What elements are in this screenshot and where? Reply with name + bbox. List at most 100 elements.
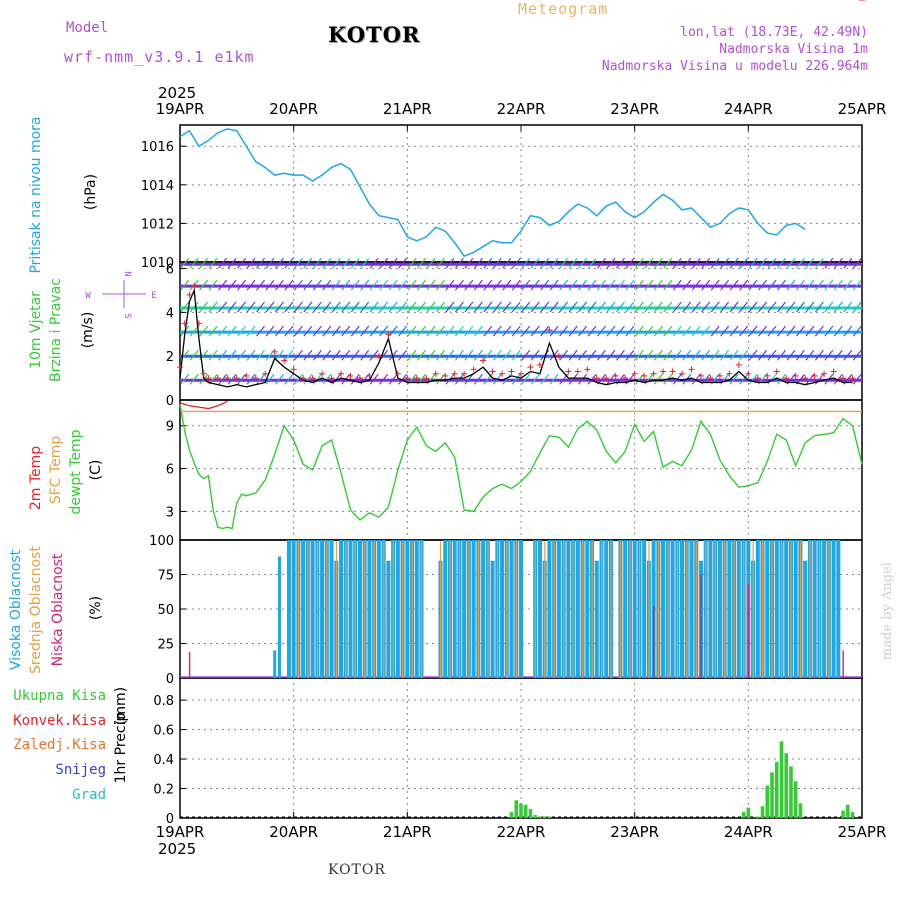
wind-barb	[615, 301, 625, 313]
wind-barb	[530, 257, 540, 269]
wind-barb	[568, 301, 578, 313]
wind-barb	[663, 301, 673, 313]
wind-barb	[824, 301, 834, 313]
high-cloud-bar	[443, 540, 448, 678]
mid-cloud-bar	[373, 541, 375, 678]
wind-barb	[814, 325, 824, 337]
wind-barb	[615, 325, 625, 337]
wind-barb	[454, 301, 464, 313]
wind-barb	[587, 279, 597, 291]
wind-barb	[331, 325, 341, 337]
wind-barb	[748, 301, 758, 313]
mid-cloud-bar	[638, 541, 641, 678]
wind-barb	[274, 257, 284, 269]
precip-bar	[514, 800, 519, 818]
high-cloud-bar	[310, 540, 315, 678]
mid-cloud-bar	[477, 541, 480, 678]
wind-barb	[426, 325, 436, 337]
wind-barb	[852, 325, 862, 337]
wind-barb	[843, 301, 853, 313]
wind-barb	[189, 257, 199, 269]
wind-barb	[473, 349, 483, 361]
wind-barb	[350, 279, 360, 291]
wind-barb	[682, 301, 692, 313]
wind-barb	[691, 257, 701, 269]
high-cloud-bar	[822, 540, 827, 678]
wind-barb	[312, 257, 322, 269]
wind-barb	[587, 349, 597, 361]
mid-cloud-axis-label: Srednja Oblacnost	[28, 546, 44, 674]
model-label: Model	[66, 20, 109, 36]
mid-cloud-bar	[743, 541, 745, 678]
wind-barb	[606, 325, 616, 337]
high-cloud-bar	[320, 540, 325, 678]
precip-bar	[547, 816, 552, 818]
wind-barb	[369, 279, 379, 291]
wind-barb	[701, 257, 711, 269]
wind-barb	[388, 279, 398, 291]
wind-barb	[293, 325, 303, 337]
wind-barb	[331, 373, 341, 385]
wind-barb	[729, 325, 739, 337]
mid-cloud-bar	[809, 541, 811, 678]
high-cloud-bar	[793, 540, 798, 678]
wind-barb	[502, 301, 512, 313]
wind-axis-label: 10m Vjetar	[28, 291, 44, 369]
top-date-label: 25APR	[838, 100, 887, 118]
mid-cloud-bar	[553, 541, 555, 678]
precip-bar	[793, 781, 798, 818]
mid-cloud-bar	[326, 541, 328, 678]
wind-barb	[767, 349, 777, 361]
wind-barb	[777, 325, 786, 337]
wind-barb	[407, 279, 417, 291]
mid-cloud-bar	[705, 541, 707, 678]
high-cloud-bar	[784, 540, 789, 678]
wind-barb	[189, 373, 199, 385]
wind-barb	[729, 349, 739, 361]
wind-barb	[777, 373, 786, 385]
wind-barb	[748, 279, 758, 291]
wind-barb	[739, 279, 749, 291]
wind-barb	[663, 349, 673, 361]
compass-n: N	[122, 271, 132, 276]
wind-barb	[417, 301, 427, 313]
precip-bar	[770, 772, 774, 818]
wind-barb	[549, 301, 559, 313]
wind-barb	[208, 301, 218, 313]
wind-barb	[540, 279, 550, 291]
high-cloud-bar	[405, 540, 410, 678]
y-tick-label: 0	[166, 812, 174, 827]
precip-bar	[841, 810, 845, 818]
low-cloud-bar	[842, 650, 844, 678]
wind-barb	[492, 349, 502, 361]
wind-barb	[227, 301, 237, 313]
wind-barb	[511, 257, 521, 269]
wind-barb	[805, 325, 815, 337]
pressure-line	[179, 128, 806, 258]
wind-barb	[511, 349, 521, 361]
wind-barb	[559, 301, 569, 313]
high-cloud-bar	[661, 540, 666, 678]
wind-barb	[341, 349, 351, 361]
top-year-label: 2025	[158, 84, 196, 102]
wind-barb	[814, 279, 824, 291]
mid-cloud-bar	[316, 541, 319, 678]
wind-barb	[833, 325, 843, 337]
mid-cloud-bar	[828, 541, 830, 678]
wind-barb	[720, 349, 730, 361]
low-cloud-axis-label: Niska Oblacnost	[50, 553, 66, 666]
wind-barb	[189, 301, 199, 313]
wind-barb	[672, 301, 682, 313]
wind-barb	[502, 349, 512, 361]
wind-barb	[312, 279, 322, 291]
mid-cloud-bar	[762, 541, 764, 678]
wind-barb	[786, 257, 796, 269]
low-cloud-bar	[653, 606, 655, 678]
wind-barb	[511, 373, 521, 385]
wind-barb	[350, 325, 360, 337]
wind-barb	[606, 279, 616, 291]
high-cloud-bar	[367, 540, 372, 678]
wind-barb	[436, 349, 445, 361]
wind-barb	[502, 325, 512, 337]
wind-barb	[758, 325, 768, 337]
